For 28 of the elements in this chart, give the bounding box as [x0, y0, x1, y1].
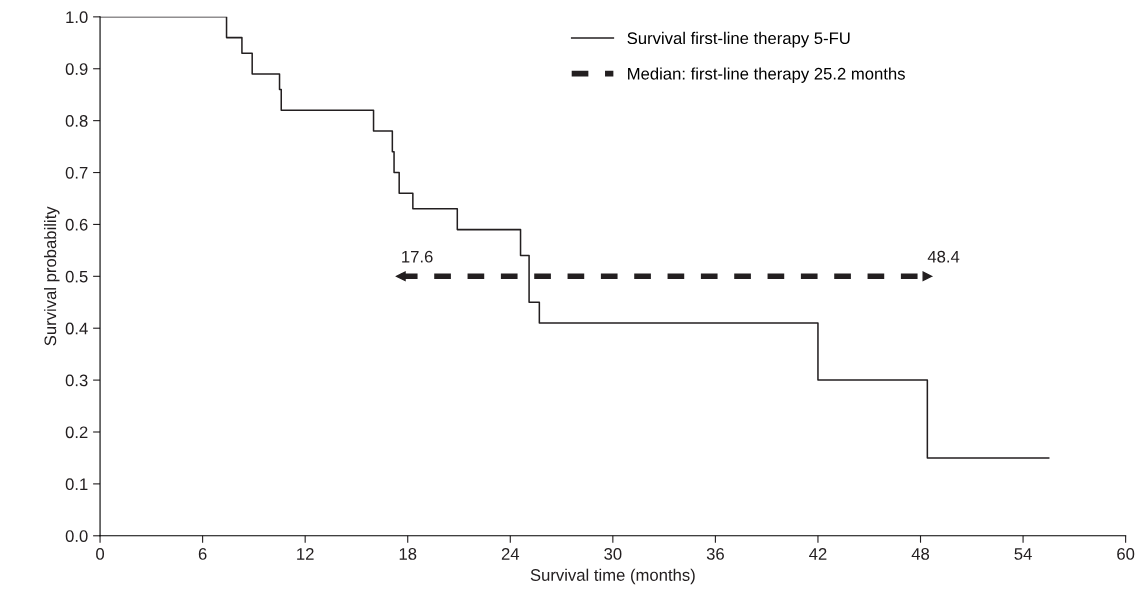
annotation: 48.4: [927, 250, 960, 263]
x-tick-label: 42: [809, 548, 827, 560]
y-tick-label: 1.0: [66, 11, 88, 24]
x-tick-label: 54: [1014, 548, 1032, 560]
y-tick-label: 0.2: [65, 426, 88, 439]
y-tick-label: 0.1: [65, 478, 88, 491]
x-tick-label: 36: [706, 548, 724, 560]
y-tick-label: 0.4: [65, 322, 88, 335]
legend-label: Survival first-line therapy 5-FU: [627, 31, 850, 48]
y-tick-label: 0.3: [65, 374, 88, 387]
x-tick-label: 30: [604, 548, 622, 560]
x-tick-label: 24: [501, 548, 520, 560]
y-tick-label: 0.0: [65, 530, 88, 542]
x-tick-label: 18: [399, 548, 417, 560]
y-tick-label: 0.6: [65, 218, 88, 231]
x-tick-label: 6: [198, 548, 207, 560]
y-axis-title: Survival probability: [43, 206, 60, 346]
y-tick-label: 0.8: [65, 115, 88, 127]
annotation: 17.6: [402, 250, 433, 263]
x-tick-label: 60: [1117, 548, 1135, 560]
legend-label: Median: first-line therapy 25.2 months: [628, 67, 905, 83]
y-tick-label: 0.9: [65, 63, 88, 75]
x-axis-title: Survival time (months): [530, 568, 695, 585]
y-tick-label: 0.5: [65, 270, 88, 283]
x-tick-label: 12: [297, 548, 314, 560]
x-tick-label: 0: [96, 548, 105, 560]
y-tick-label: 0.7: [65, 166, 88, 179]
x-tick-label: 48: [911, 548, 930, 560]
